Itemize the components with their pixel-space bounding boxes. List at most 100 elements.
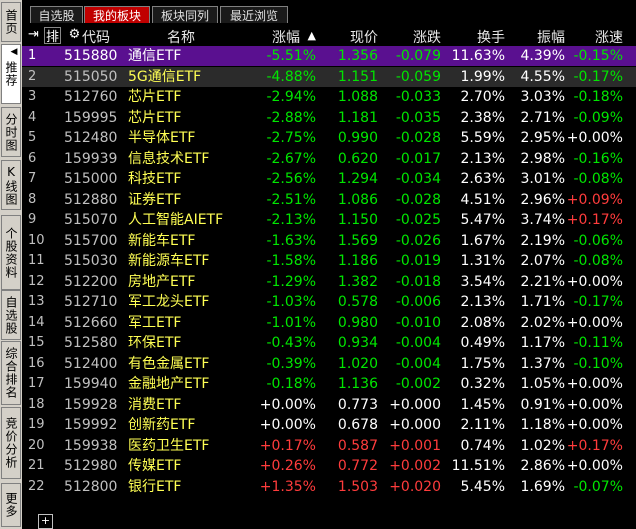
amplitude: 1.05% (520, 376, 565, 392)
sidebar-tab-6[interactable]: 综合排名 (1, 341, 21, 405)
amplitude: 2.98% (520, 150, 565, 167)
turnover: 2.63% (460, 171, 505, 187)
row-number: 10 (28, 232, 45, 248)
table-row[interactable]: 4 159995 芯片ETF -2.88% 1.181 -0.035 2.38% 2.71% -… (22, 108, 636, 128)
price: 0.678 (337, 417, 378, 433)
sort-up-icon[interactable]: ▲ (307, 29, 316, 42)
change-pct: -1.01% (266, 314, 316, 331)
change-pct: -1.29% (266, 273, 316, 290)
gear-icon[interactable]: ⚙ (68, 27, 81, 42)
stock-code: 512400 (64, 355, 118, 372)
amplitude: 1.69% (520, 478, 565, 495)
table-row[interactable]: 18 159928 消费ETF +0.00% 0.773 +0.000 1.45% 0.91%… (22, 395, 636, 415)
stock-name: 传媒ETF (128, 458, 182, 474)
stock-code: 515880 (64, 48, 118, 64)
amplitude: 3.74% (520, 212, 565, 228)
row-number: 19 (28, 417, 45, 432)
stock-name: 环保ETF (128, 335, 182, 351)
sidebar-tab-2[interactable]: 分时图 (1, 107, 21, 157)
table-row[interactable]: 9 515070 人工智能AIETF -2.13% 1.150 -0.025 5.47% 3.… (22, 210, 636, 230)
speed: +0.00% (566, 396, 623, 413)
sidebar-tab-label: 首页 (4, 9, 18, 35)
speed: -0.09% (573, 109, 623, 126)
header-name[interactable]: 名称 (167, 30, 195, 46)
arrow-left-icon: ◀ (9, 47, 19, 58)
change-amount: -0.026 (395, 232, 441, 249)
sidebar-tab-5[interactable]: 自选股 (1, 290, 21, 340)
stock-name: 军工龙头ETF (128, 294, 210, 310)
change-amount: -0.059 (395, 68, 441, 85)
sidebar-tab-3[interactable]: K线图 (1, 160, 21, 210)
sidebar-tab-label: 个股资料 (4, 226, 18, 279)
table-row[interactable]: 2 515050 5G通信ETF -4.88% 1.151 -0.059 1.99% 4.55… (22, 66, 636, 87)
change-pct: -1.63% (266, 232, 316, 249)
pin-icon[interactable]: ⇥ (28, 27, 39, 42)
table-row[interactable]: 6 159939 信息技术ETF -2.67% 0.620 -0.017 2.13% 2.98… (22, 149, 636, 169)
speed: +0.00% (566, 376, 623, 392)
turnover: 1.31% (460, 253, 505, 269)
speed: +0.17% (566, 437, 623, 454)
stock-name: 消费ETF (128, 396, 182, 413)
sort-icon[interactable]: 排 (44, 27, 61, 45)
table-row[interactable]: 12 512200 房地产ETF -1.29% 1.382 -0.018 3.54% 2.21… (22, 272, 636, 292)
table-row[interactable]: 20 159938 医药卫生ETF +0.17% 0.587 +0.001 0.74% 1.0… (22, 436, 636, 456)
header-pct[interactable]: 涨幅 (272, 30, 300, 46)
tab-0[interactable]: 自选股 (30, 6, 83, 23)
tab-1[interactable]: 我的板块 (84, 6, 150, 23)
speed: -0.16% (573, 150, 623, 167)
table-row[interactable]: 21 512980 传媒ETF +0.26% 0.772 +0.002 11.51% 2.86… (22, 456, 636, 476)
row-number: 2 (28, 68, 37, 84)
sidebar-tab-7[interactable]: 竞价分析 (1, 407, 21, 479)
sidebar-tab-1[interactable]: ◀ 推荐 (1, 44, 21, 104)
price: 0.772 (337, 458, 378, 474)
speed: +0.00% (566, 273, 623, 290)
change-pct: -0.43% (266, 335, 316, 351)
speed: -0.11% (573, 335, 623, 351)
speed: -0.17% (573, 68, 623, 85)
stock-name: 证券ETF (128, 191, 182, 208)
table-row[interactable]: 11 515030 新能源车ETF -1.58% 1.186 -0.019 1.31% 2.0… (22, 251, 636, 271)
table-row[interactable]: 16 512400 有色金属ETF -0.39% 1.020 -0.004 1.75% 1.3… (22, 354, 636, 374)
row-number: 4 (28, 109, 37, 125)
row-number: 6 (28, 150, 37, 166)
header-price[interactable]: 现价 (350, 30, 378, 46)
stock-name: 医药卫生ETF (128, 437, 210, 454)
table-row[interactable]: 22 512800 银行ETF +1.35% 1.503 +0.020 5.45% 1.69%… (22, 477, 636, 497)
sidebar-tab-label: 自选股 (4, 295, 18, 335)
header-code[interactable]: 代码 (82, 30, 110, 46)
row-number: 18 (28, 396, 45, 412)
price: 0.980 (337, 314, 378, 331)
tab-3[interactable]: 最近浏览 (220, 6, 288, 23)
header-amplitude[interactable]: 振幅 (537, 30, 565, 46)
amplitude: 3.01% (520, 171, 565, 187)
table-row[interactable]: 15 512580 环保ETF -0.43% 0.934 -0.004 0.49% 1.17%… (22, 333, 636, 353)
table-row[interactable]: 1 515880 通信ETF -5.51% 1.356 -0.079 11.63% 4.39%… (22, 46, 636, 66)
sidebar-tab-0[interactable]: 首页 (1, 2, 21, 42)
tab-2[interactable]: 板块同列 (152, 6, 218, 23)
speed: +0.00% (566, 458, 623, 474)
table-row[interactable]: 19 159992 创新药ETF +0.00% 0.678 +0.000 2.11% 1.18… (22, 415, 636, 435)
table-row[interactable]: 17 159940 金融地产ETF -0.18% 1.136 -0.002 0.32% 1.0… (22, 374, 636, 394)
table-row[interactable]: 3 512760 芯片ETF -2.94% 1.088 -0.033 2.70% 3.03% -… (22, 87, 636, 107)
turnover: 1.67% (460, 232, 505, 249)
header-chg[interactable]: 涨跌 (413, 30, 441, 46)
sidebar-tab-4[interactable]: 个股资料 (1, 215, 21, 290)
table-row[interactable]: 10 515700 新能车ETF -1.63% 1.569 -0.026 1.67% 2.19… (22, 231, 636, 251)
table-row[interactable]: 5 512480 半导体ETF -2.75% 0.990 -0.028 5.59% 2.95%… (22, 128, 636, 148)
stock-code: 515000 (64, 171, 118, 187)
header-speed[interactable]: 涨速 (595, 30, 623, 46)
stock-name: 金融地产ETF (128, 376, 210, 392)
header-turnover[interactable]: 换手 (477, 30, 505, 46)
table-row[interactable]: 8 512880 证券ETF -2.51% 1.086 -0.028 4.51% 2.96% +… (22, 190, 636, 210)
stock-code: 159995 (64, 109, 118, 126)
table-row[interactable]: 14 512660 军工ETF -1.01% 0.980 -0.010 2.08% 2.02%… (22, 313, 636, 333)
table-row[interactable]: 7 515000 科技ETF -2.56% 1.294 -0.034 2.63% 3.01% -… (22, 169, 636, 189)
change-amount: -0.010 (395, 314, 441, 331)
sidebar-tab-8[interactable]: 更多 (1, 483, 21, 527)
change-amount: -0.004 (395, 355, 441, 372)
table-row[interactable]: 13 512710 军工龙头ETF -1.03% 0.578 -0.006 2.13% 1.7… (22, 292, 636, 312)
amplitude: 2.19% (520, 232, 565, 249)
stock-code: 515050 (64, 68, 118, 85)
plus-icon[interactable]: + (38, 514, 53, 529)
row-number: 9 (28, 212, 37, 227)
